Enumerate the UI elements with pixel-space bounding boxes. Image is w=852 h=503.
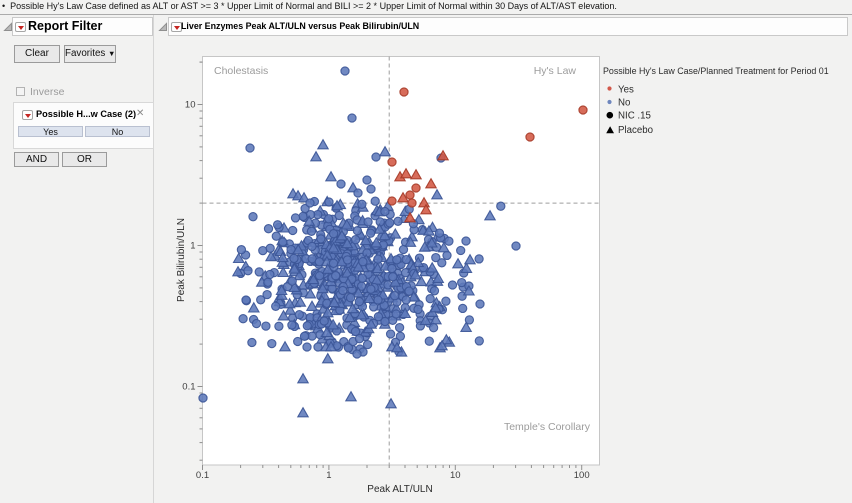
svg-text:No: No [618,98,630,109]
svg-text:10: 10 [450,470,461,481]
svg-text:Hy's Law: Hy's Law [534,65,577,77]
svg-text:Peak ALT/ULN: Peak ALT/ULN [367,484,432,495]
svg-text:Yes: Yes [618,85,634,96]
svg-text:1: 1 [326,470,331,481]
svg-text:NIC .15: NIC .15 [618,111,651,122]
svg-text:Possible Hy's Law Case/Planned: Possible Hy's Law Case/Planned Treatment… [603,66,829,76]
svg-text:100: 100 [574,470,590,481]
svg-text:10: 10 [185,100,196,111]
svg-text:Temple's Corollary: Temple's Corollary [504,421,591,433]
svg-text:Cholestasis: Cholestasis [214,65,268,77]
svg-text:Peak Bilirubin/ULN: Peak Bilirubin/ULN [176,218,187,302]
svg-text:0.1: 0.1 [182,382,195,393]
svg-text:1: 1 [190,241,195,252]
svg-text:0.1: 0.1 [196,470,209,481]
svg-text:Placebo: Placebo [618,125,653,136]
